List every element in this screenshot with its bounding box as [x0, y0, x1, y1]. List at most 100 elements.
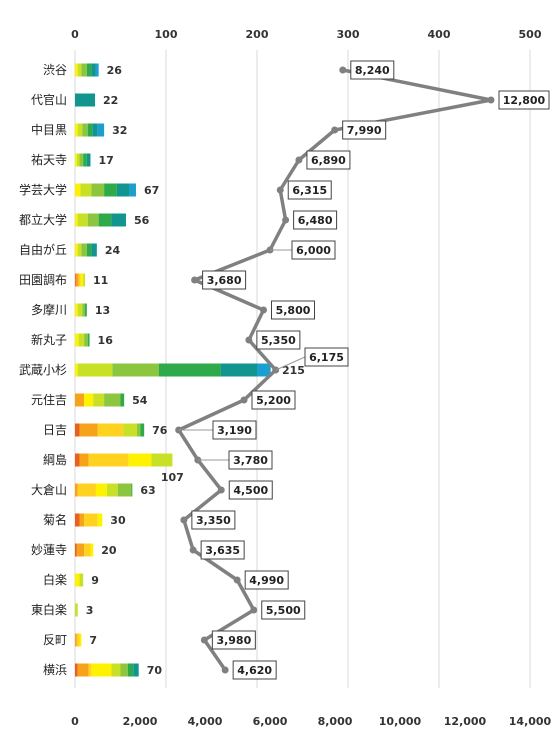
category-label: 祐天寺	[31, 153, 67, 167]
category-label: 多摩川	[31, 302, 67, 317]
bar-segment	[95, 483, 107, 497]
category-label: 反町	[43, 633, 67, 647]
bar-segment	[136, 423, 141, 437]
category-label: 学芸大学	[19, 182, 67, 197]
top-axis-tick-label: 500	[519, 28, 542, 41]
bar-segment	[97, 513, 103, 527]
data-label: 12,800	[503, 94, 546, 107]
bar-segment	[112, 363, 159, 377]
bar-segment	[75, 243, 78, 257]
data-label-box	[498, 90, 550, 110]
data-label: 7,990	[347, 124, 382, 137]
bar-segment	[98, 213, 112, 227]
bar-segment	[91, 243, 97, 257]
data-label: 5,350	[261, 334, 296, 347]
bar-segment	[123, 423, 137, 437]
bar-segment	[106, 483, 118, 497]
bottom-axis-tick-label: 4,000	[188, 715, 223, 728]
bar-total-label: 3	[86, 604, 94, 617]
bar-segment	[79, 633, 82, 647]
top-axis-tick-label: 100	[155, 28, 178, 41]
bar-segment	[84, 393, 94, 407]
bar-segment	[129, 183, 136, 197]
bottom-axis-tick-label: 2,000	[123, 715, 158, 728]
data-label-box	[261, 600, 306, 620]
bottom-axis-tick-label: 0	[71, 715, 79, 728]
data-label-box	[191, 510, 236, 530]
bar-segment	[128, 453, 152, 467]
bar-segment	[91, 63, 96, 77]
bar-segment	[75, 603, 78, 617]
data-label-box	[212, 420, 257, 440]
category-label: 中目黒	[31, 122, 67, 137]
line-point	[221, 666, 229, 674]
bar-segment	[91, 663, 112, 677]
data-label-box	[350, 60, 395, 80]
bar-segment	[82, 303, 86, 317]
bar-segment	[87, 123, 93, 137]
data-label: 6,480	[298, 214, 333, 227]
top-axis: 0 100 200 300 400 500	[71, 28, 542, 41]
bar-segment	[77, 63, 82, 77]
line-point	[487, 96, 495, 104]
bar-segment	[83, 153, 87, 167]
data-label-box	[228, 450, 273, 470]
bar-segment	[93, 393, 105, 407]
line-point	[245, 336, 253, 344]
bottom-axis-tick-label: 8,000	[318, 715, 353, 728]
data-label-box	[287, 180, 332, 200]
line-point	[191, 276, 199, 284]
bar-total-label: 63	[140, 484, 155, 497]
category-label: 菊名	[43, 512, 67, 527]
category-label: 日吉	[43, 423, 67, 437]
line-point	[260, 306, 267, 314]
bottom-axis: 0 2,000 4,000 6,000 8,000 10,000 12,000 14,000	[71, 715, 551, 728]
bar-segment	[75, 633, 77, 647]
category-label: 大倉山	[31, 482, 67, 497]
bar-total-label: 7	[89, 634, 97, 647]
category-label: 新丸子	[31, 332, 67, 347]
bar-segment	[79, 573, 84, 587]
bar-total-label: 107	[161, 471, 184, 484]
line-point	[240, 396, 248, 404]
bar-total-label: 56	[134, 214, 150, 227]
bar-total-label: 11	[93, 274, 108, 287]
bar-segment	[79, 513, 85, 527]
category-label: 横浜	[43, 663, 67, 677]
bar-segment	[87, 213, 99, 227]
data-label: 3,635	[205, 544, 240, 557]
bottom-axis-tick-label: 6,000	[253, 715, 288, 728]
data-label: 4,990	[249, 574, 284, 587]
bar-total-label: 30	[110, 514, 126, 527]
line-point	[295, 156, 303, 164]
category-label: 武蔵小杉	[19, 363, 67, 377]
bar-segment	[79, 153, 84, 167]
bar-segment	[220, 363, 257, 377]
bar-segment	[75, 273, 79, 287]
data-label: 6,890	[311, 154, 346, 167]
bar-segment	[77, 363, 113, 377]
bar-segment	[127, 663, 134, 677]
bar-segment	[257, 363, 271, 377]
bar-segment	[75, 573, 80, 587]
bar-total-label: 32	[112, 124, 127, 137]
bar-segment	[77, 483, 96, 497]
bar-segment	[76, 633, 80, 647]
bar-segment	[77, 243, 82, 257]
bar-segment	[140, 423, 145, 437]
data-label-box	[304, 347, 349, 367]
bar-segment	[83, 273, 86, 287]
bar-segment	[91, 183, 105, 197]
bar-total-label: 215	[282, 364, 305, 377]
bar-segment	[75, 183, 81, 197]
data-label-box	[232, 660, 277, 680]
category-axis: 渋谷代官山中目黒祐天寺学芸大学都立大学自由が丘田園調布多摩川新丸子武蔵小杉元住吉…	[19, 63, 67, 677]
data-label: 3,350	[196, 514, 231, 527]
bar-segment	[104, 183, 117, 197]
data-label: 3,980	[216, 634, 251, 647]
bar-segment	[133, 663, 139, 677]
line-point	[339, 66, 347, 74]
category-label: 田園調布	[19, 273, 67, 287]
bar-segment	[75, 273, 76, 287]
